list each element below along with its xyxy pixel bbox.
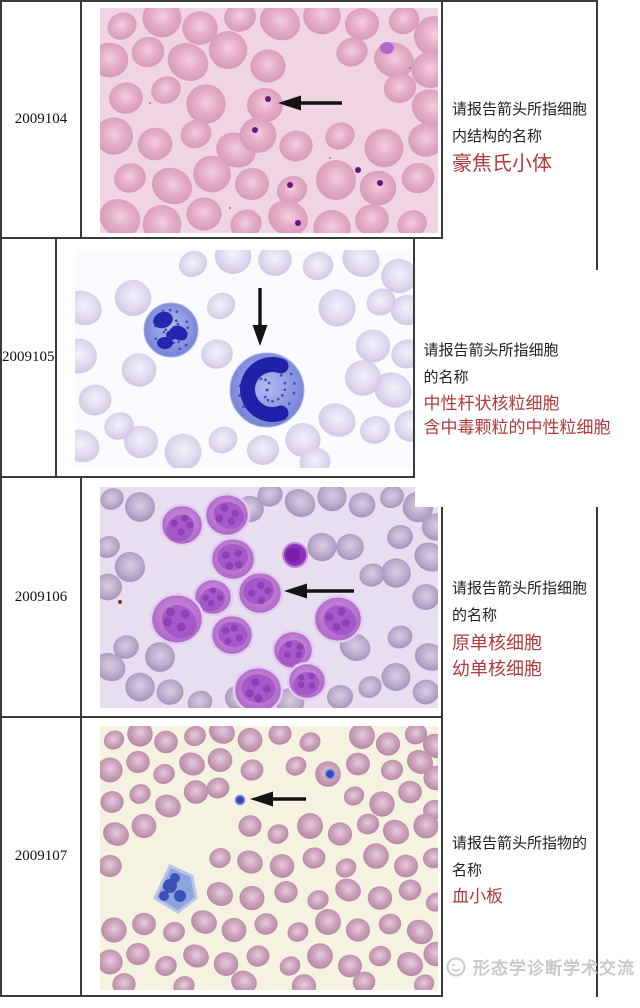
answer-text: 含中毒颗粒的中性粒细胞: [423, 417, 611, 437]
answer-text: 血小板: [452, 886, 503, 906]
table-row: 2009104 请报告箭头所指细胞 内结构的名称 豪焦氏小体: [2, 2, 596, 254]
question-line: 内结构的名称: [452, 128, 543, 145]
case-id-cell: 2009105: [2, 239, 57, 476]
watermark: 形态学诊断学术交流: [444, 954, 635, 979]
case-id-cell: 2009106: [2, 478, 82, 716]
case-id: 2009107: [14, 848, 68, 864]
question-cell: 请报告箭头所指细胞 的名称 原单核细胞 幼单核细胞: [443, 510, 596, 748]
answer-text: 原单核细胞: [452, 633, 542, 653]
case-id: 2009105: [2, 349, 55, 365]
case-id: 2009104: [14, 111, 68, 127]
micrograph-blood-smear-platelet: [100, 726, 438, 990]
watermark-logo-icon: [446, 957, 466, 976]
table-row: 2009105 请报告箭头所指细胞 的名称 中性杆状核粒细胞 含中毒颗粒的中性粒…: [2, 239, 611, 507]
question-line: 的名称: [423, 369, 469, 386]
quiz-table: 2009104 请报告箭头所指细胞 内结构的名称 豪焦氏小体 2009105 请…: [0, 0, 611, 1008]
arrow-annotation: [250, 791, 273, 807]
case-id: 2009106: [14, 588, 68, 605]
arrow-annotation: [278, 95, 301, 111]
micrograph-cell: [56, 239, 415, 476]
table-row: 2009106 请报告箭头所指细胞 的名称 原单核细胞 幼单核细胞: [2, 478, 596, 748]
micrograph-blood-smear-howell-jolly: [100, 8, 438, 233]
arrow-annotation: [284, 583, 307, 599]
question-line: 请报告箭头所指细胞: [452, 581, 588, 597]
question-cell: 请报告箭头所指细胞 的名称 中性杆状核粒细胞 含中毒颗粒的中性粒细胞: [414, 270, 611, 507]
case-id-cell: 2009107: [2, 718, 82, 995]
question-line: 请报告箭头所指细胞: [423, 342, 559, 359]
watermark-text: 形态学诊断学术交流: [473, 959, 635, 978]
answer-text: 幼单核细胞: [452, 659, 542, 679]
case-id-cell: 2009104: [2, 2, 82, 237]
question-line: 请报告箭头所指物的: [452, 835, 588, 852]
micrograph-cell: [82, 718, 443, 995]
table-row: 2009107 请报告箭头所指物的 名称 血小板: [2, 718, 596, 1008]
question-line: 名称: [452, 862, 483, 879]
question-cell: 请报告箭头所指细胞 内结构的名称 豪焦氏小体: [443, 19, 596, 254]
question-line: 的名称: [452, 608, 498, 624]
micrograph-cell: [82, 2, 443, 237]
micrograph-cell: [82, 478, 443, 716]
answer-text: 豪焦氏小体: [452, 152, 552, 175]
answer-text: 中性杆状核粒细胞: [423, 393, 560, 413]
question-cell: 请报告箭头所指物的 名称 血小板: [443, 731, 596, 1008]
arrow-annotation: [252, 325, 267, 346]
micrograph-blood-smear-neutrophils: [74, 250, 413, 468]
question-line: 请报告箭头所指细胞: [452, 101, 588, 118]
micrograph-bone-marrow-monocytes: [100, 487, 438, 708]
